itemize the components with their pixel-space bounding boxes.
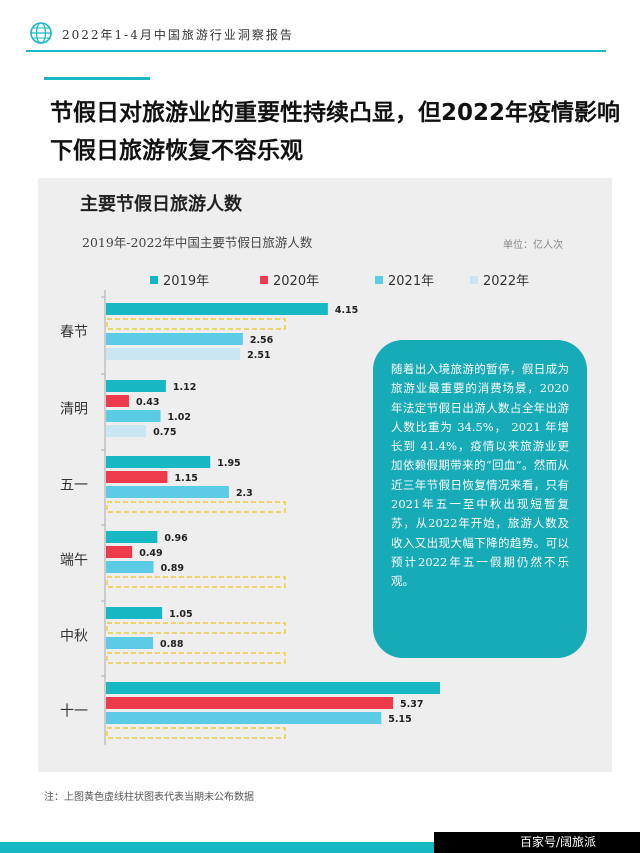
legend-swatch <box>150 275 158 284</box>
data-label: 2.56 <box>250 335 274 346</box>
chart-subtitle: 2019年-2022年中国主要节假日旅游人数 <box>82 235 313 250</box>
category-label: 端午 <box>60 553 88 569</box>
data-label: 4.15 <box>335 305 358 316</box>
legend-item: 2022年 <box>470 270 529 289</box>
legend-swatch <box>375 275 383 284</box>
category-label: 春节 <box>60 325 88 341</box>
legend-label: 2022年 <box>483 274 530 289</box>
data-label: 0.75 <box>153 427 176 438</box>
data-label: 0.96 <box>164 533 188 544</box>
unpublished-bar <box>106 501 286 513</box>
data-label: 1.95 <box>217 458 240 469</box>
data-label: 5.37 <box>400 699 423 710</box>
page-headline: 节假日对旅游业的重要性持续凸显，但2022年疫情影响下假日旅游恢复不容乐观 <box>50 100 621 164</box>
category-label: 中秋 <box>60 629 88 645</box>
commentary-box: 随着出入境旅游的暂停，假日成为旅游业最重要的消费场景，2020年法定节假日出游人… <box>373 340 587 658</box>
legend-label: 2021年 <box>388 274 435 289</box>
legend-item: 2019年 <box>150 270 209 289</box>
legend-swatch <box>470 275 478 284</box>
headline-accent-line <box>44 77 150 80</box>
data-label: 2.3 <box>236 488 253 499</box>
data-label: 1.05 <box>169 609 192 620</box>
unpublished-bar <box>106 652 286 664</box>
chart-unit: 单位：亿人次 <box>503 240 563 251</box>
legend-label: 2019年 <box>163 274 210 289</box>
data-label: 1.15 <box>174 473 197 484</box>
data-label: 1.12 <box>173 382 196 393</box>
data-label: 0.49 <box>139 548 162 559</box>
globe-icon <box>30 22 52 44</box>
bar <box>106 637 154 649</box>
data-label: 5.15 <box>388 714 411 725</box>
report-header: 2022年1-4月中国旅游行业洞察报告 <box>0 0 640 52</box>
category-label: 清明 <box>60 402 88 418</box>
footnote: 注：上图黄色虚线柱状图表代表当期未公布数据 <box>44 792 254 803</box>
legend-swatch <box>260 275 268 284</box>
category-label: 五一 <box>60 478 88 494</box>
legend-item: 2020年 <box>260 270 319 289</box>
report-title: 2022年1-4月中国旅游行业洞察报告 <box>62 28 294 42</box>
bar <box>106 425 147 437</box>
chart-title: 主要节假日旅游人数 <box>80 194 242 215</box>
bar-chart: 春节 4.15 2.56 2.51 清明 1.12 0.43 1.02 0.75 五一 1.95 1.… <box>60 290 440 745</box>
data-label: 1.02 <box>168 412 191 423</box>
data-label: 0.43 <box>136 397 159 408</box>
bar <box>106 380 166 392</box>
bar <box>106 607 163 619</box>
bar <box>106 333 243 345</box>
bar <box>106 303 328 315</box>
data-label: 0.89 <box>161 563 184 574</box>
bar <box>106 682 440 694</box>
data-label: 2.51 <box>247 350 270 361</box>
bar <box>106 486 229 498</box>
unpublished-bar <box>106 318 286 330</box>
bar <box>106 456 211 468</box>
bar <box>106 561 154 573</box>
bar <box>106 348 241 360</box>
unpublished-bar <box>106 727 286 739</box>
unpublished-bar <box>106 622 286 634</box>
legend-label: 2020年 <box>273 274 320 289</box>
header-divider <box>26 50 606 52</box>
chart-legend: 2019年 2020年 2021年 2022年 <box>150 270 610 289</box>
bar <box>106 410 161 422</box>
category-label: 十一 <box>60 704 88 720</box>
legend-item: 2021年 <box>375 270 434 289</box>
data-label: 0.88 <box>160 639 184 650</box>
bar <box>106 471 168 483</box>
bar <box>106 546 133 558</box>
footer-bar <box>0 842 640 853</box>
unpublished-bar <box>106 576 286 588</box>
bar <box>106 712 382 724</box>
bar <box>106 531 158 543</box>
watermark: 百家号/阔旅派 <box>434 832 640 853</box>
bar <box>106 395 129 407</box>
bar <box>106 697 394 709</box>
